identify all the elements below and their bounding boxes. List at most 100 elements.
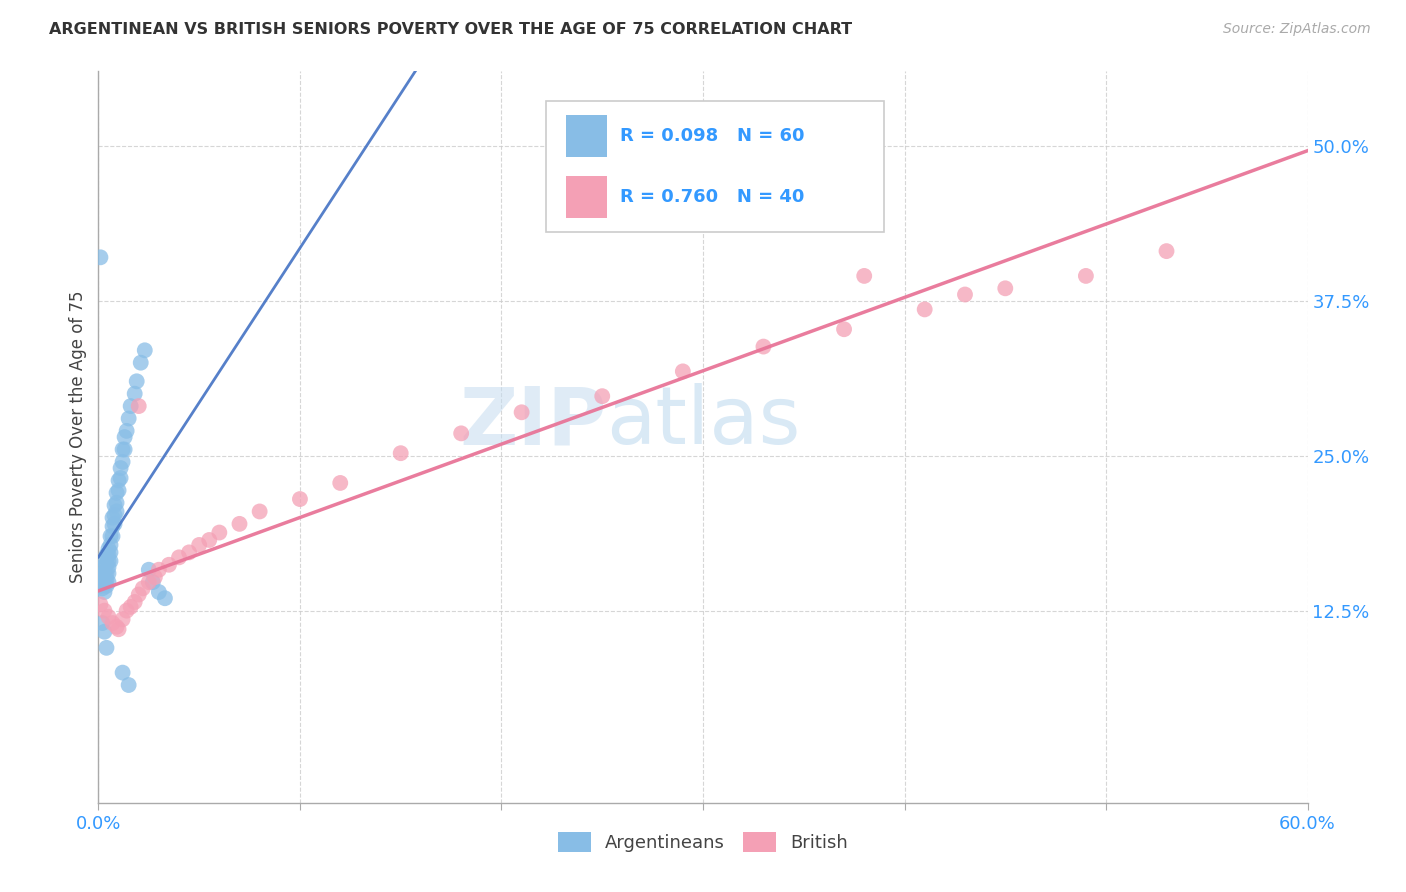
Point (107, 622, 129, 636)
Point (97, 610, 120, 624)
Legend: Argentineans, British: Argentineans, British (551, 824, 855, 860)
Point (148, 563, 170, 577)
Point (107, 474, 129, 488)
Point (97, 541, 120, 556)
Point (132, 582, 155, 596)
Point (129, 356, 152, 370)
Point (103, 516, 125, 531)
Point (142, 575, 165, 590)
Point (249, 504, 271, 518)
Text: ZIP: ZIP (458, 384, 606, 461)
Point (91, 566, 114, 581)
Point (128, 588, 150, 602)
Point (118, 411, 141, 425)
Point (115, 604, 138, 618)
Point (188, 538, 211, 552)
Point (97, 575, 120, 590)
Text: atlas: atlas (606, 384, 800, 461)
Point (124, 386, 146, 401)
Point (124, 595, 146, 609)
Point (128, 399, 150, 413)
Point (101, 529, 124, 543)
Point (91, 575, 114, 590)
Point (138, 563, 160, 577)
Point (118, 678, 141, 692)
Point (114, 442, 136, 457)
Point (101, 615, 124, 630)
Point (288, 491, 311, 506)
Point (832, 322, 855, 336)
Point (953, 287, 976, 301)
Point (100, 529, 122, 543)
Point (93, 604, 115, 618)
Point (111, 665, 134, 680)
Point (914, 302, 936, 317)
Point (100, 538, 122, 552)
Point (96, 566, 118, 581)
Point (91, 582, 114, 596)
Point (994, 281, 1017, 295)
Point (89, 598, 111, 612)
Point (672, 364, 695, 378)
Point (93, 585, 115, 599)
Point (93, 570, 115, 584)
Point (103, 508, 125, 523)
Point (101, 519, 124, 533)
Point (91, 560, 114, 574)
Point (93, 624, 115, 639)
Point (450, 426, 472, 441)
Text: Source: ZipAtlas.com: Source: ZipAtlas.com (1223, 22, 1371, 37)
Point (96, 557, 118, 571)
Point (96, 640, 118, 655)
Point (96, 579, 118, 593)
Point (89, 250, 111, 264)
Point (97, 554, 120, 568)
Point (198, 533, 221, 547)
Point (111, 455, 134, 469)
Point (97, 566, 120, 581)
Point (329, 475, 352, 490)
Point (91, 615, 114, 630)
Point (148, 585, 170, 599)
Point (93, 566, 115, 581)
Point (93, 575, 115, 590)
Point (96, 548, 118, 562)
Point (143, 570, 166, 584)
Text: ARGENTINEAN VS BRITISH SENIORS POVERTY OVER THE AGE OF 75 CORRELATION CHART: ARGENTINEAN VS BRITISH SENIORS POVERTY O… (49, 22, 852, 37)
Point (101, 510, 124, 524)
Point (120, 599, 142, 614)
Point (179, 545, 201, 559)
Point (510, 405, 533, 419)
Point (110, 461, 132, 475)
Point (97, 548, 120, 562)
Point (167, 550, 190, 565)
Point (853, 268, 876, 283)
Point (105, 504, 128, 518)
Point (114, 430, 136, 444)
Point (100, 545, 122, 559)
Point (752, 340, 775, 354)
Point (89, 573, 111, 587)
Point (105, 496, 128, 510)
Point (110, 471, 132, 485)
Point (111, 442, 134, 457)
Point (120, 399, 142, 413)
Point (153, 591, 176, 606)
Point (100, 554, 122, 568)
Point (1156, 244, 1178, 259)
Point (105, 620, 128, 634)
Point (138, 575, 160, 590)
Point (125, 374, 148, 388)
Point (105, 486, 128, 500)
Point (228, 516, 250, 531)
Point (813, 213, 835, 227)
Point (107, 483, 129, 498)
Point (93, 554, 115, 568)
Point (591, 389, 613, 403)
Point (96, 573, 118, 587)
Point (103, 498, 125, 512)
Point (134, 343, 156, 358)
Point (157, 558, 180, 572)
Y-axis label: Seniors Poverty Over the Age of 75: Seniors Poverty Over the Age of 75 (69, 291, 87, 583)
Point (115, 424, 138, 438)
